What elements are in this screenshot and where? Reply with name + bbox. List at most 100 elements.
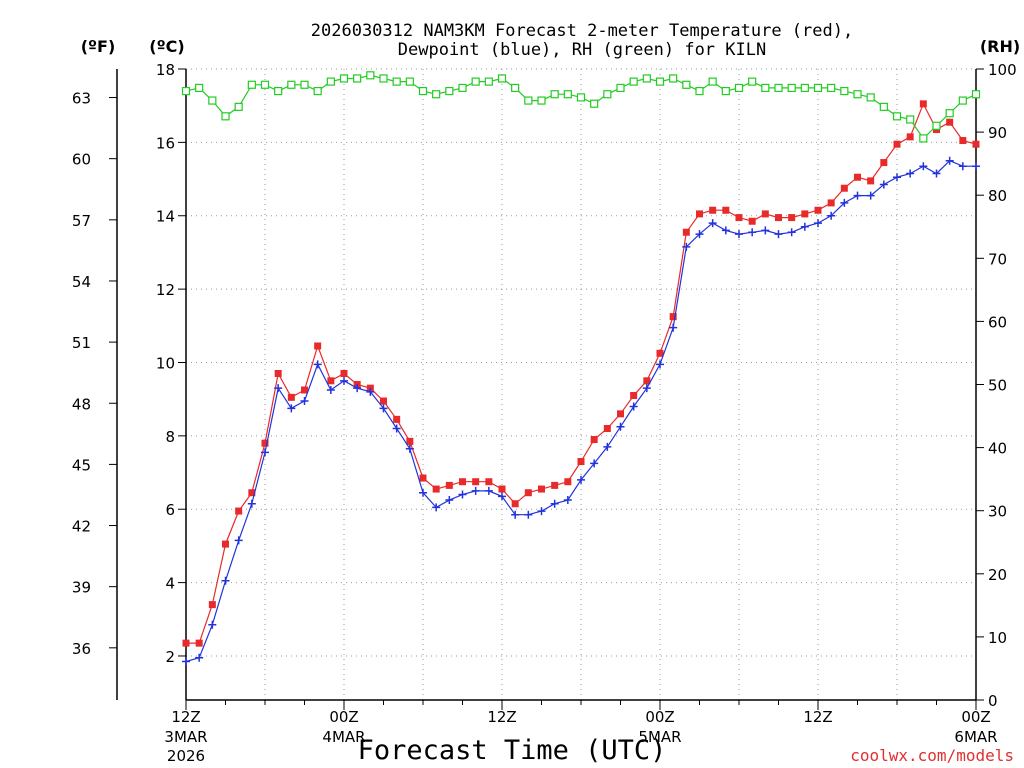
temperature-point: [735, 214, 743, 222]
temperature-point: [893, 140, 901, 148]
temperature-point: [538, 485, 545, 493]
temperature-point: [393, 415, 401, 423]
dewpoint-point: [866, 191, 875, 200]
temperature-point: [261, 439, 269, 447]
rh-point: [418, 86, 428, 96]
rh-point: [787, 83, 796, 93]
dewpoint-point: [814, 219, 822, 228]
rh-point: [379, 74, 388, 83]
temperature-point: [590, 436, 598, 444]
temperature-point: [919, 100, 927, 108]
temperature-point: [801, 210, 809, 218]
rh-tick-label: 80: [988, 187, 1007, 205]
rh-point: [840, 86, 849, 96]
temperature-point: [419, 474, 427, 482]
dewpoint-point: [550, 499, 559, 508]
temperature-point: [314, 342, 322, 350]
rh-point: [208, 96, 217, 105]
fahrenheit-tick-label: 51: [72, 334, 91, 352]
dewpoint-point: [261, 448, 269, 457]
dewpoint-point: [524, 510, 533, 519]
rh-point: [405, 77, 414, 86]
temperature-point: [222, 540, 229, 548]
dewpoint-point: [326, 386, 335, 395]
temperature-point: [472, 478, 480, 486]
rh-point: [195, 83, 204, 93]
temperature-point: [511, 500, 519, 508]
grid-lines: [186, 68, 976, 700]
rh-tick-label: 50: [988, 377, 1007, 395]
dewpoint-point: [708, 219, 717, 228]
dewpoint-point: [563, 496, 572, 505]
x-tick-year-label: 2026: [167, 747, 205, 765]
fahrenheit-tick-label: 57: [72, 212, 91, 230]
rh-point: [366, 71, 375, 80]
dewpoint-point: [958, 162, 967, 171]
rh-point: [471, 77, 480, 86]
rh-point: [932, 121, 941, 130]
dewpoint-point: [669, 323, 678, 332]
rh-point: [734, 83, 744, 93]
temperature-point: [327, 377, 335, 385]
dewpoint-point: [590, 459, 599, 468]
celsius-tick-label: 14: [156, 208, 175, 226]
rh-point: [655, 77, 665, 86]
rh-point: [827, 83, 836, 93]
rh-point: [339, 74, 349, 83]
rh-point: [458, 83, 467, 93]
temperature-point: [380, 397, 387, 405]
x-tick-time-label: 12Z: [487, 708, 516, 726]
temperature-point: [445, 481, 453, 489]
x-axis-title: Forecast Time (UTC): [358, 735, 667, 766]
credit-link[interactable]: coolwx.com/models: [850, 746, 1014, 765]
temperature-point: [709, 206, 717, 214]
rh-point: [432, 90, 441, 99]
rh-point: [629, 77, 638, 86]
celsius-tick-label: 16: [156, 134, 175, 152]
celsius-tick-label: 8: [165, 428, 175, 446]
rh-tick-label: 90: [988, 124, 1007, 142]
temperature-point: [459, 478, 466, 486]
dewpoint-point: [695, 230, 704, 239]
fahrenheit-tick-label: 39: [72, 579, 91, 597]
dewpoint-point: [432, 503, 441, 512]
temperature-point: [761, 210, 769, 218]
rh-point: [326, 77, 335, 86]
rh-point: [919, 134, 928, 143]
temperature-point: [748, 217, 756, 225]
dewpoint-point: [340, 376, 348, 385]
dewpoint-point: [458, 490, 467, 499]
rh-point: [484, 77, 493, 86]
temperature-point: [248, 489, 256, 497]
rh-point: [300, 80, 309, 89]
rh-tick-label: 30: [988, 503, 1007, 521]
dewpoint-point: [234, 536, 243, 545]
x-tick-time-label: 12Z: [803, 708, 832, 726]
temperature-point: [880, 159, 888, 167]
temperature-point: [485, 478, 493, 486]
temperature-point: [814, 206, 822, 214]
fahrenheit-tick-label: 63: [72, 90, 91, 108]
fahrenheit-tick-label: 36: [72, 640, 91, 658]
rh-point: [563, 90, 572, 99]
temperature-point: [406, 437, 414, 445]
dewpoint-point: [827, 211, 836, 220]
celsius-tick-label: 2: [165, 648, 175, 666]
dewpoint-point: [932, 169, 941, 178]
fahrenheit-tick-label: 60: [72, 151, 91, 169]
rh-point: [892, 112, 902, 121]
rh-tick-label: 20: [988, 566, 1007, 584]
rh-point: [971, 90, 981, 99]
rh-point: [247, 80, 256, 89]
dewpoint-point: [919, 162, 928, 171]
dewpoint-point: [471, 486, 480, 495]
temperature-point: [722, 206, 730, 214]
temperature-point: [603, 425, 611, 433]
rh-point: [853, 90, 862, 99]
dewpoint-point: [603, 442, 612, 451]
dewpoint-point: [682, 242, 691, 251]
rh-point: [682, 80, 691, 89]
dewpoint-point: [787, 228, 796, 237]
chart-title-line2: Dewpoint (blue), RH (green) for KILN: [398, 40, 766, 60]
